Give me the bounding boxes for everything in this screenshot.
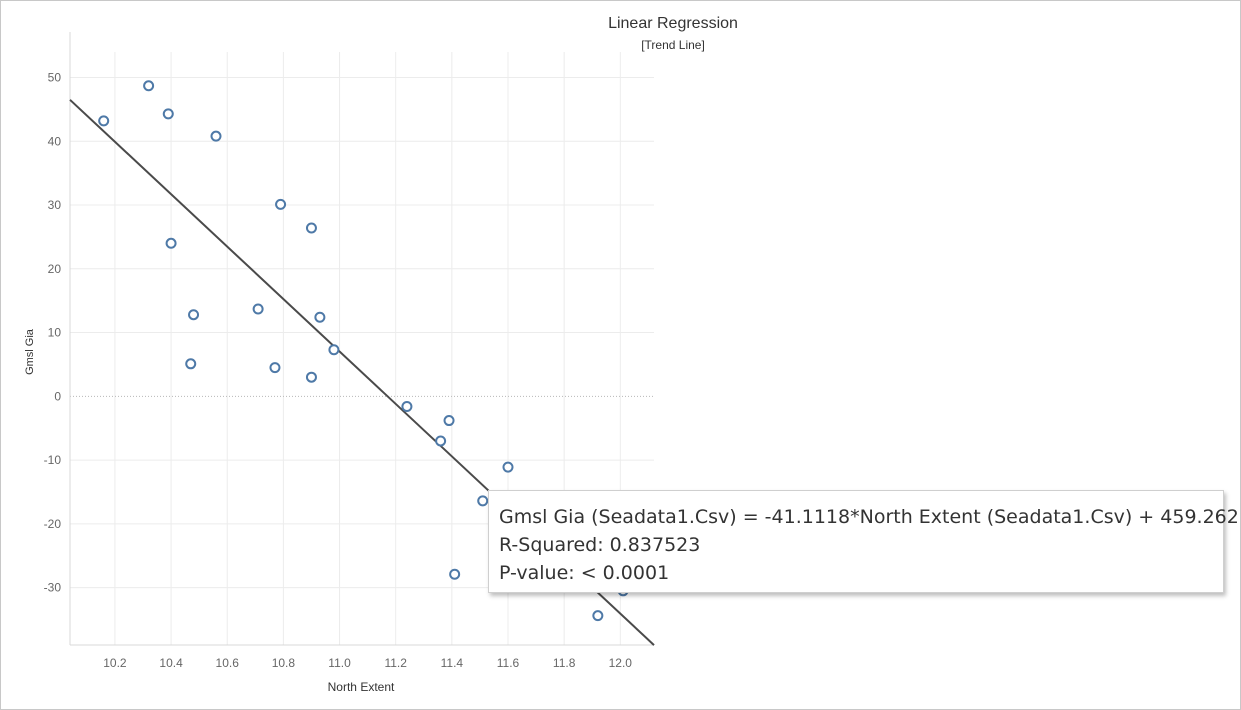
y-tick-label: 20	[48, 262, 62, 276]
data-point	[305, 222, 317, 234]
data-point	[188, 309, 200, 321]
x-axis-label: North Extent	[328, 680, 395, 694]
y-tick-label: 10	[48, 326, 62, 340]
data-point	[435, 435, 447, 447]
chart-subtitle: [Trend Line]	[641, 38, 705, 52]
data-point	[305, 371, 317, 383]
data-point	[98, 115, 110, 127]
x-tick-label: 11.2	[384, 656, 407, 670]
data-point	[401, 401, 413, 413]
data-point	[477, 495, 489, 507]
y-tick-label: 50	[48, 71, 62, 85]
x-tick-label: 10.2	[103, 656, 127, 670]
data-point	[210, 130, 222, 142]
x-tick-label: 11.6	[497, 656, 520, 670]
y-tick-label: 30	[48, 198, 62, 212]
data-point	[328, 344, 340, 356]
data-points	[98, 80, 629, 622]
tooltip-r-squared: R-Squared: 0.837523	[499, 534, 701, 556]
data-point	[443, 415, 455, 427]
x-tick-label: 11.4	[441, 656, 464, 670]
chart-title: Linear Regression	[608, 15, 738, 32]
x-tick-label: 10.4	[159, 656, 183, 670]
data-point	[275, 198, 287, 210]
x-tick-label: 12.0	[609, 656, 633, 670]
y-tick-label: -30	[44, 581, 62, 595]
x-tick-label: 10.8	[272, 656, 296, 670]
data-point	[143, 80, 155, 92]
tooltip-p-value: P-value: < 0.0001	[499, 562, 670, 584]
data-point	[592, 610, 604, 622]
data-point	[162, 108, 174, 120]
data-point	[314, 311, 326, 323]
y-tick-label: -10	[44, 453, 62, 467]
data-point	[252, 303, 264, 315]
y-tick-label: -20	[44, 517, 62, 531]
data-point	[449, 568, 461, 580]
data-point	[165, 237, 177, 249]
data-point	[269, 362, 281, 374]
axes: 10.2 10.4 10.6 10.8 11.0 11.2 11.4 11.6 11.8 12.0…	[44, 32, 654, 670]
data-point	[502, 461, 514, 473]
y-axis-label: Gmsl Gia	[24, 328, 36, 375]
data-point	[185, 358, 197, 370]
trend-line-tooltip: Gmsl Gia (Seadata1.Csv) = -41.1118*North…	[488, 490, 1239, 593]
x-tick-label: 10.6	[216, 656, 240, 670]
y-tick-label: 40	[48, 134, 62, 148]
x-tick-label: 11.0	[328, 656, 351, 670]
tooltip-equation: Gmsl Gia (Seadata1.Csv) = -41.1118*North…	[499, 506, 1239, 528]
y-tick-label: 0	[54, 389, 61, 403]
x-tick-label: 11.8	[553, 656, 576, 670]
